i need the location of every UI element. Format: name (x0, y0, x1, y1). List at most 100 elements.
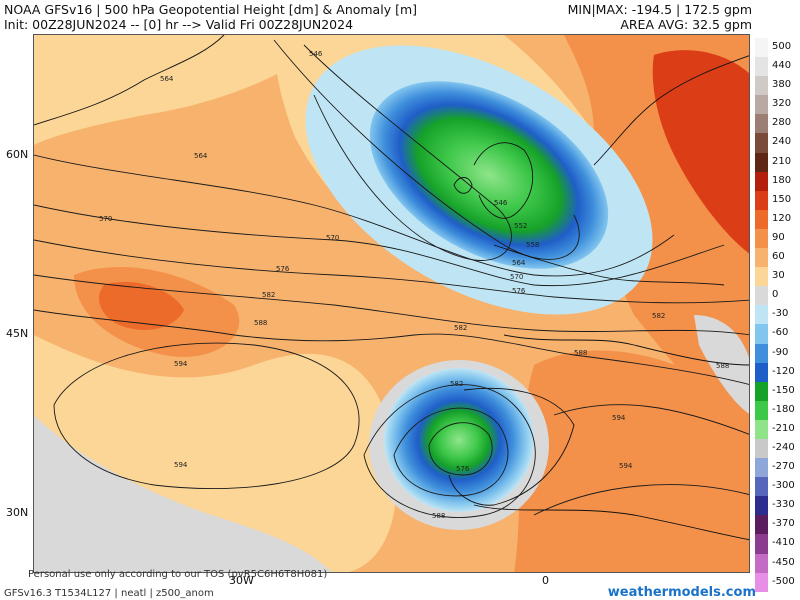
contour-label: 582 (454, 324, 467, 332)
anomaly-neutral-balkans (694, 315, 749, 414)
colorbar-tick-label: 210 (772, 155, 792, 167)
colorbar-step: 210 (755, 152, 800, 172)
colorbar-swatch (755, 133, 768, 153)
colorbar-tick-label: 90 (772, 231, 785, 243)
anomaly-hot-scandinavia (652, 50, 749, 254)
contour-label: 576 (512, 287, 526, 295)
colorbar-step: -410 (755, 534, 800, 554)
colorbar-step: 320 (755, 95, 800, 115)
colorbar-step: -330 (755, 496, 800, 516)
colorbar-step: -150 (755, 381, 800, 401)
colorbar-tick-label: -120 (772, 365, 795, 377)
contour-label: 558 (526, 241, 539, 249)
colorbar-step: 90 (755, 228, 800, 249)
colorbar-tick-label: -180 (772, 403, 795, 415)
minmax-readout: MIN|MAX: -194.5 | 172.5 gpm (567, 2, 752, 17)
colorbar-tick-label: 0 (772, 289, 779, 301)
lat-label-45n: 45N (6, 327, 29, 340)
trough-uk (369, 81, 609, 269)
contour-label: 576 (456, 465, 470, 473)
colorbar-step: -370 (755, 515, 800, 535)
colorbar-step: -60 (755, 324, 800, 344)
colorbar-step: 30 (755, 267, 800, 287)
model-info: GFSv16.3 T1534L127 | neatl | z500_anom (4, 588, 214, 599)
colorbar-tick-label: 180 (772, 174, 792, 186)
anomaly-band-north (34, 35, 334, 145)
contour-label: 546 (494, 199, 508, 207)
colorbar-swatch (755, 515, 768, 535)
contour-label: 564 (194, 152, 208, 160)
low-iberia (384, 368, 534, 512)
colorbar-tick-label: -150 (772, 384, 795, 396)
contour-label: 570 (326, 234, 339, 242)
contour-label: 582 (262, 291, 275, 299)
colorbar-tick-label: -270 (772, 461, 795, 473)
colorbar-tick-label: -240 (772, 441, 795, 453)
colorbar-tick-label: -300 (772, 480, 795, 492)
colorbar-tick-label: -210 (772, 422, 795, 434)
colorbar-tick-label: 280 (772, 117, 792, 129)
contour-label: 576 (276, 265, 290, 273)
colorbar-swatch (755, 76, 768, 96)
colorbar-legend: 500 440 380 320 280 240 210 180 150 120 90 60 30 0 -30… (755, 38, 800, 592)
colorbar-tick-label: 60 (772, 251, 785, 263)
anomaly-warm-africa (514, 350, 749, 572)
colorbar-swatch (755, 400, 768, 420)
colorbar-swatch (755, 534, 768, 554)
colorbar-tick-label: -500 (772, 575, 795, 587)
colorbar-swatch (755, 248, 768, 268)
colorbar-step: 240 (755, 133, 800, 153)
colorbar-step: -450 (755, 553, 800, 573)
colorbar-swatch (755, 419, 768, 439)
colorbar-step: 60 (755, 248, 800, 268)
contour-label: 594 (174, 461, 188, 469)
contour-label: 594 (619, 462, 633, 470)
colorbar-swatch (755, 267, 768, 287)
contour-label: 546 (309, 50, 323, 58)
contour-label: 570 (99, 215, 112, 223)
colorbar-swatch (755, 95, 768, 115)
colorbar-step: -270 (755, 458, 800, 478)
colorbar-swatch (755, 209, 768, 229)
colorbar-swatch (755, 496, 768, 516)
contour-label: 570 (510, 273, 523, 281)
colorbar-step: 380 (755, 76, 800, 96)
anomaly-neutral-southwest (34, 415, 332, 572)
contour-label: 588 (432, 512, 445, 520)
colorbar-swatch (755, 553, 768, 573)
contour-label: 582 (450, 380, 463, 388)
colorbar-tick-label: -410 (772, 537, 795, 549)
colorbar-swatch (755, 381, 768, 401)
colorbar-tick-label: -30 (772, 308, 789, 320)
colorbar-step: 500 (755, 38, 800, 58)
colorbar-tick-label: 150 (772, 193, 792, 205)
colorbar-swatch (755, 438, 768, 459)
colorbar-tick-label: -370 (772, 518, 795, 530)
anomaly-map: 546 546 552 558 564 564 564 570 570 570 … (34, 35, 749, 572)
init-line: Init: 00Z28JUN2024 -- [0] hr --> Valid F… (4, 17, 354, 32)
brand-link[interactable]: weathermodels.com (607, 585, 756, 600)
colorbar-tick-label: 120 (772, 212, 792, 224)
anomaly-warm-core (99, 281, 184, 330)
colorbar-step: 180 (755, 171, 800, 191)
colorbar-tick-label: 440 (772, 60, 792, 72)
colorbar-step: 120 (755, 209, 800, 229)
colorbar-swatch (755, 305, 768, 325)
contour-label: 594 (174, 360, 188, 368)
contour-label: 594 (612, 414, 626, 422)
colorbar-tick-label: -90 (772, 346, 789, 358)
colorbar-swatch (755, 171, 768, 191)
lon-label-30w: 30W (229, 574, 254, 587)
header: NOAA GFSv16 | 500 hPa Geopotential Heigh… (0, 0, 800, 34)
colorbar-step: 280 (755, 114, 800, 134)
colorbar-step: -180 (755, 400, 800, 420)
colorbar-tick-label: -450 (772, 556, 795, 568)
colorbar-tick-label: 500 (772, 41, 792, 52)
disclaimer-text: Personal use only according to our TOS (… (28, 569, 328, 580)
colorbar-step: -120 (755, 362, 800, 382)
contour-label: 564 (512, 259, 526, 267)
colorbar-swatch (755, 57, 768, 77)
colorbar-tick-label: 320 (772, 98, 792, 110)
colorbar-step: -30 (755, 305, 800, 325)
contour-label: 588 (254, 319, 267, 327)
